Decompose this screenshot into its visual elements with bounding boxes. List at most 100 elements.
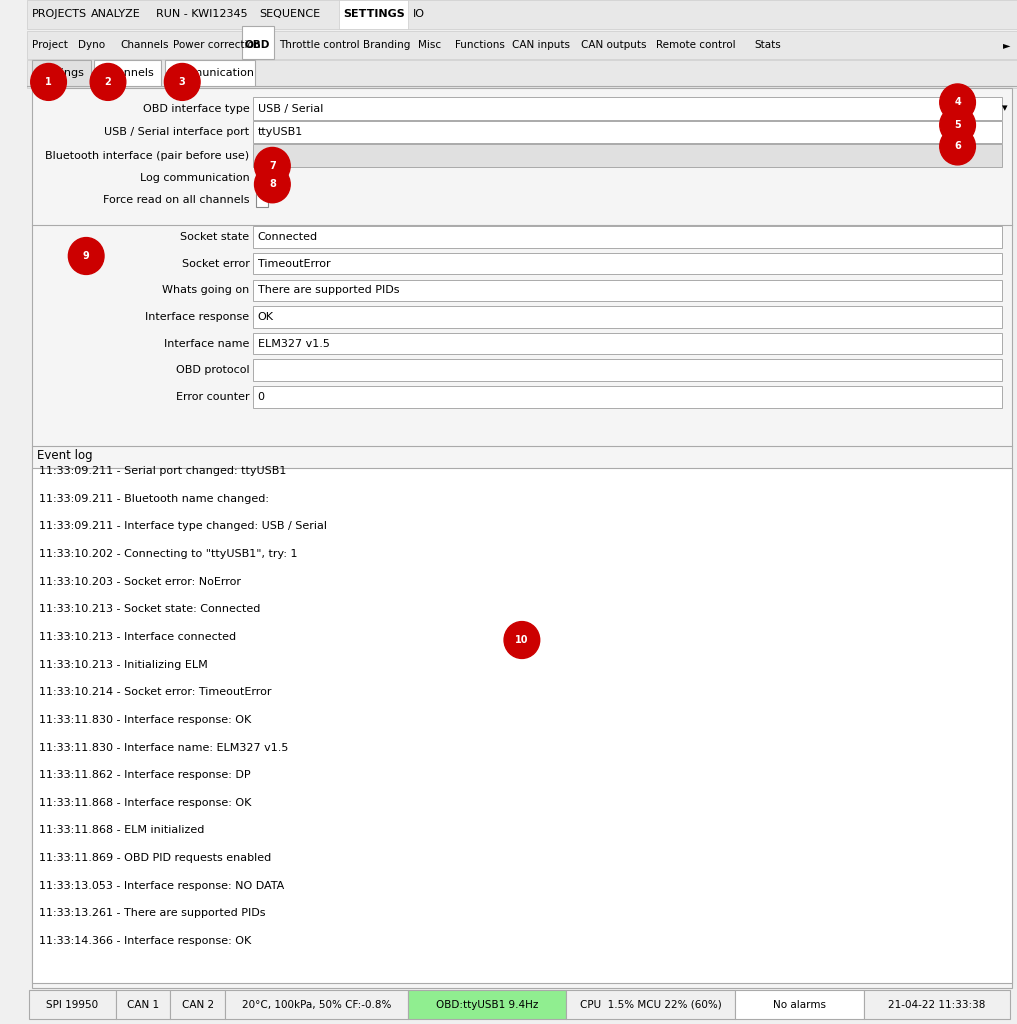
Text: 11:33:13.261 - There are supported PIDs: 11:33:13.261 - There are supported PIDs bbox=[39, 908, 265, 919]
Text: OBD:ttyUSB1 9.4Hz: OBD:ttyUSB1 9.4Hz bbox=[436, 999, 538, 1010]
Text: ►: ► bbox=[1004, 40, 1011, 50]
Bar bbox=[252, 226, 1002, 248]
Text: Remote control: Remote control bbox=[656, 40, 735, 50]
Text: Power correction: Power correction bbox=[173, 40, 260, 50]
Text: 11:33:11.868 - ELM initialized: 11:33:11.868 - ELM initialized bbox=[39, 825, 204, 836]
Text: 11:33:10.213 - Initializing ELM: 11:33:10.213 - Initializing ELM bbox=[39, 659, 207, 670]
Text: 11:33:10.213 - Interface connected: 11:33:10.213 - Interface connected bbox=[39, 632, 236, 642]
Text: 11:33:09.211 - Bluetooth name changed:: 11:33:09.211 - Bluetooth name changed: bbox=[39, 494, 268, 504]
Text: 11:33:09.211 - Serial port changed: ttyUSB1: 11:33:09.211 - Serial port changed: ttyU… bbox=[39, 466, 286, 476]
Text: Channels: Channels bbox=[102, 69, 154, 78]
Text: Interface name: Interface name bbox=[164, 339, 249, 348]
Bar bbox=[252, 359, 1002, 381]
Text: OBD: OBD bbox=[245, 40, 270, 50]
Text: OK: OK bbox=[257, 312, 274, 322]
Text: 11:33:11.830 - Interface name: ELM327 v1.5: 11:33:11.830 - Interface name: ELM327 v1… bbox=[39, 742, 288, 753]
Text: ELM327 v1.5: ELM327 v1.5 bbox=[257, 339, 330, 348]
Text: 2: 2 bbox=[105, 77, 111, 87]
Bar bbox=[252, 144, 1002, 167]
Text: SEQUENCE: SEQUENCE bbox=[259, 9, 320, 19]
Bar bbox=[116, 990, 171, 1019]
Bar bbox=[339, 0, 408, 29]
Text: Bluetooth interface (pair before use): Bluetooth interface (pair before use) bbox=[46, 151, 249, 161]
Bar bbox=[252, 386, 1002, 408]
Text: RUN - KWI12345: RUN - KWI12345 bbox=[156, 9, 247, 19]
Text: 1: 1 bbox=[45, 77, 52, 87]
Text: Functions: Functions bbox=[455, 40, 504, 50]
Circle shape bbox=[91, 63, 126, 100]
Text: 10: 10 bbox=[516, 635, 529, 645]
Bar bbox=[863, 990, 1010, 1019]
Bar bbox=[32, 60, 92, 86]
Text: CAN outputs: CAN outputs bbox=[582, 40, 647, 50]
Text: Stats: Stats bbox=[755, 40, 781, 50]
Text: USB / Serial: USB / Serial bbox=[257, 103, 322, 114]
Text: 3: 3 bbox=[179, 77, 186, 87]
Text: 8: 8 bbox=[268, 179, 276, 189]
Bar bbox=[95, 60, 162, 86]
Bar bbox=[32, 88, 1012, 988]
Text: ▾: ▾ bbox=[1003, 103, 1008, 114]
Bar bbox=[225, 990, 408, 1019]
Text: CAN inputs: CAN inputs bbox=[512, 40, 570, 50]
Bar bbox=[28, 990, 116, 1019]
Text: 5: 5 bbox=[954, 120, 961, 130]
Text: 11:33:10.203 - Socket error: NoError: 11:33:10.203 - Socket error: NoError bbox=[39, 577, 241, 587]
Bar bbox=[255, 194, 268, 207]
Circle shape bbox=[504, 622, 540, 658]
Text: Project: Project bbox=[32, 40, 67, 50]
Bar bbox=[32, 468, 1012, 983]
Text: Dyno: Dyno bbox=[78, 40, 106, 50]
Text: CPU  1.5% MCU 22% (60%): CPU 1.5% MCU 22% (60%) bbox=[580, 999, 721, 1010]
Bar bbox=[26, 60, 1017, 88]
Text: 11:33:13.053 - Interface response: NO DATA: 11:33:13.053 - Interface response: NO DA… bbox=[39, 881, 284, 891]
Text: Interface response: Interface response bbox=[145, 312, 249, 322]
Text: 11:33:11.869 - OBD PID requests enabled: 11:33:11.869 - OBD PID requests enabled bbox=[39, 853, 271, 863]
Text: 9: 9 bbox=[82, 251, 89, 261]
Bar bbox=[242, 26, 275, 59]
Bar bbox=[26, 31, 1017, 59]
Text: OBD interface type: OBD interface type bbox=[142, 103, 249, 114]
Bar bbox=[171, 990, 225, 1019]
Text: CAN 1: CAN 1 bbox=[127, 999, 160, 1010]
Text: OBD protocol: OBD protocol bbox=[176, 366, 249, 375]
Text: Event log: Event log bbox=[37, 450, 93, 462]
Text: IO: IO bbox=[413, 9, 425, 19]
Text: 11:33:10.202 - Connecting to "ttyUSB1", try: 1: 11:33:10.202 - Connecting to "ttyUSB1", … bbox=[39, 549, 297, 559]
Bar bbox=[566, 990, 735, 1019]
Circle shape bbox=[254, 147, 290, 184]
Text: 20°C, 100kPa, 50% CF:-0.8%: 20°C, 100kPa, 50% CF:-0.8% bbox=[242, 999, 392, 1010]
Bar bbox=[252, 97, 1002, 120]
Circle shape bbox=[940, 128, 975, 165]
Bar bbox=[252, 306, 1002, 328]
Bar bbox=[735, 990, 863, 1019]
Bar bbox=[408, 990, 566, 1019]
Text: USB / Serial interface port: USB / Serial interface port bbox=[105, 127, 249, 137]
Circle shape bbox=[940, 106, 975, 143]
Text: SETTINGS: SETTINGS bbox=[344, 9, 406, 19]
Text: Socket error: Socket error bbox=[182, 259, 249, 268]
Text: Force read on all channels: Force read on all channels bbox=[103, 195, 249, 205]
Text: Whats going on: Whats going on bbox=[163, 286, 249, 295]
Bar bbox=[166, 60, 254, 86]
Bar bbox=[252, 253, 1002, 274]
Text: 7: 7 bbox=[268, 161, 276, 171]
Text: No alarms: No alarms bbox=[773, 999, 826, 1010]
Text: 11:33:11.868 - Interface response: OK: 11:33:11.868 - Interface response: OK bbox=[39, 798, 251, 808]
Text: Settings: Settings bbox=[39, 69, 84, 78]
Text: Channels: Channels bbox=[121, 40, 170, 50]
Text: 11:33:11.830 - Interface response: OK: 11:33:11.830 - Interface response: OK bbox=[39, 715, 251, 725]
Text: TimeoutError: TimeoutError bbox=[257, 259, 331, 268]
Text: 11:33:10.213 - Socket state: Connected: 11:33:10.213 - Socket state: Connected bbox=[39, 604, 260, 614]
Text: 4: 4 bbox=[954, 97, 961, 108]
Bar bbox=[255, 172, 268, 185]
Text: Misc: Misc bbox=[418, 40, 441, 50]
Text: 11:33:09.211 - Interface type changed: USB / Serial: 11:33:09.211 - Interface type changed: U… bbox=[39, 521, 326, 531]
Text: Error counter: Error counter bbox=[176, 392, 249, 401]
Bar bbox=[252, 280, 1002, 301]
Text: ttyUSB1: ttyUSB1 bbox=[257, 127, 303, 137]
Text: 11:33:14.366 - Interface response: OK: 11:33:14.366 - Interface response: OK bbox=[39, 936, 251, 946]
Circle shape bbox=[254, 166, 290, 203]
Circle shape bbox=[940, 84, 975, 121]
Text: Log communication: Log communication bbox=[139, 173, 249, 183]
